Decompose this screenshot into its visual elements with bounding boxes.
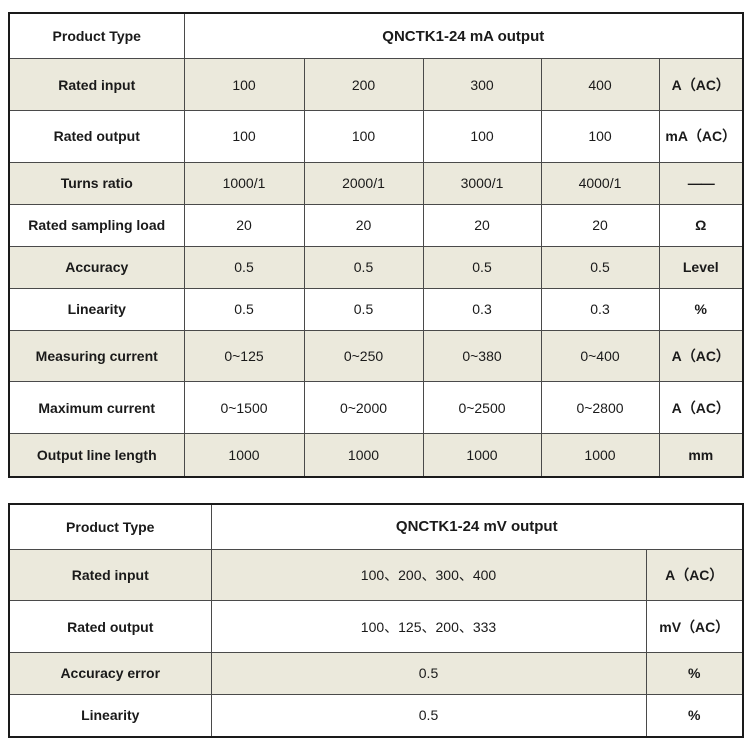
row-label: Accuracy error [8, 651, 212, 695]
spec-row-rated-output: Rated output 100 100 100 100 mA（AC） [8, 109, 744, 163]
value-cell: 1000 [422, 433, 542, 478]
value-cell: 0~400 [540, 329, 660, 383]
value-cell: 0~1500 [183, 381, 305, 435]
value-cell: 20 [303, 203, 424, 247]
value-cell: 0.5 [210, 693, 647, 738]
row-label: Measuring current [8, 329, 185, 383]
row-label: Rated output [8, 600, 212, 653]
table-header-row: Product Type QNCTK1-24 mV output [8, 503, 744, 550]
value-cell: 1000 [183, 433, 305, 478]
value-cell: 20 [540, 203, 660, 247]
unit-cell-percent: % [645, 651, 744, 695]
value-cell: 0~2500 [422, 381, 542, 435]
value-cell: 0~2000 [303, 381, 424, 435]
value-cell: 100、200、300、400 [210, 548, 647, 602]
value-cell: 100、125、200、333 [210, 600, 647, 653]
row-label: Linearity [8, 287, 185, 331]
product-type-label: Product Type [8, 503, 212, 550]
row-label: Maximum current [8, 381, 185, 435]
value-cell: 4000/1 [540, 161, 660, 205]
value-cell: 0~125 [183, 329, 305, 383]
spec-row-accuracy: Accuracy 0.5 0.5 0.5 0.5 Level [8, 245, 744, 289]
spec-row-linearity: Linearity 0.5 % [8, 693, 744, 738]
value-cell: 0.5 [183, 287, 305, 331]
product-type-label: Product Type [8, 12, 185, 60]
spec-row-maximum-current: Maximum current 0~1500 0~2000 0~2500 0~2… [8, 381, 744, 435]
spec-row-accuracy-error: Accuracy error 0.5 % [8, 651, 744, 695]
row-label: Linearity [8, 693, 212, 738]
value-cell: 100 [303, 109, 424, 163]
unit-cell: A（AC） [658, 58, 744, 111]
spec-row-rated-input: Rated input 100、200、300、400 A（AC） [8, 548, 744, 602]
unit-cell-percent: % [645, 693, 744, 738]
value-cell: 400 [540, 58, 660, 111]
value-cell: 0.5 [183, 245, 305, 289]
row-label: Rated sampling load [8, 203, 185, 247]
product-type-value: QNCTK1-24 mV output [210, 503, 744, 550]
unit-cell: A（AC） [658, 329, 744, 383]
unit-cell: mm [658, 433, 744, 478]
value-cell: 1000 [540, 433, 660, 478]
unit-cell: A（AC） [658, 381, 744, 435]
value-cell: 100 [540, 109, 660, 163]
spec-row-output-line-length: Output line length 1000 1000 1000 1000 m… [8, 433, 744, 478]
unit-cell-dash: —— [658, 161, 744, 205]
unit-cell: A（AC） [645, 548, 744, 602]
value-cell: 20 [183, 203, 305, 247]
value-cell: 0.3 [540, 287, 660, 331]
value-cell: 0.3 [422, 287, 542, 331]
unit-cell: Level [658, 245, 744, 289]
value-cell: 0.5 [303, 287, 424, 331]
value-cell: 300 [422, 58, 542, 111]
spec-table-ma-output: Product Type QNCTK1-24 mA output Rated i… [8, 12, 745, 478]
value-cell: 1000/1 [183, 161, 305, 205]
value-cell: 0~380 [422, 329, 542, 383]
value-cell: 0.5 [540, 245, 660, 289]
value-cell: 0.5 [303, 245, 424, 289]
spec-row-turns-ratio: Turns ratio 1000/1 2000/1 3000/1 4000/1 … [8, 161, 744, 205]
value-cell: 2000/1 [303, 161, 424, 205]
value-cell: 20 [422, 203, 542, 247]
value-cell: 3000/1 [422, 161, 542, 205]
spec-row-linearity: Linearity 0.5 0.5 0.3 0.3 % [8, 287, 744, 331]
value-cell: 1000 [303, 433, 424, 478]
value-cell: 100 [183, 58, 305, 111]
table-header-row: Product Type QNCTK1-24 mA output [8, 12, 744, 60]
spec-row-rated-input: Rated input 100 200 300 400 A（AC） [8, 58, 744, 111]
value-cell: 0~250 [303, 329, 424, 383]
row-label: Accuracy [8, 245, 185, 289]
value-cell: 100 [422, 109, 542, 163]
value-cell: 100 [183, 109, 305, 163]
row-label: Rated input [8, 548, 212, 602]
value-cell: 200 [303, 58, 424, 111]
unit-cell-percent: % [658, 287, 744, 331]
row-label: Turns ratio [8, 161, 185, 205]
spec-table-mv-output: Product Type QNCTK1-24 mV output Rated i… [8, 503, 745, 738]
value-cell: 0~2800 [540, 381, 660, 435]
value-cell: 0.5 [210, 651, 647, 695]
row-label: Output line length [8, 433, 185, 478]
spec-row-rated-output: Rated output 100、125、200、333 mV（AC） [8, 600, 744, 653]
value-cell: 0.5 [422, 245, 542, 289]
row-label: Rated input [8, 58, 185, 111]
unit-cell: mA（AC） [658, 109, 744, 163]
row-label: Rated output [8, 109, 185, 163]
unit-cell-ohm: Ω [658, 203, 744, 247]
spec-row-measuring-current: Measuring current 0~125 0~250 0~380 0~40… [8, 329, 744, 383]
spec-row-rated-sampling-load: Rated sampling load 20 20 20 20 Ω [8, 203, 744, 247]
product-type-value: QNCTK1-24 mA output [183, 12, 744, 60]
unit-cell: mV（AC） [645, 600, 744, 653]
